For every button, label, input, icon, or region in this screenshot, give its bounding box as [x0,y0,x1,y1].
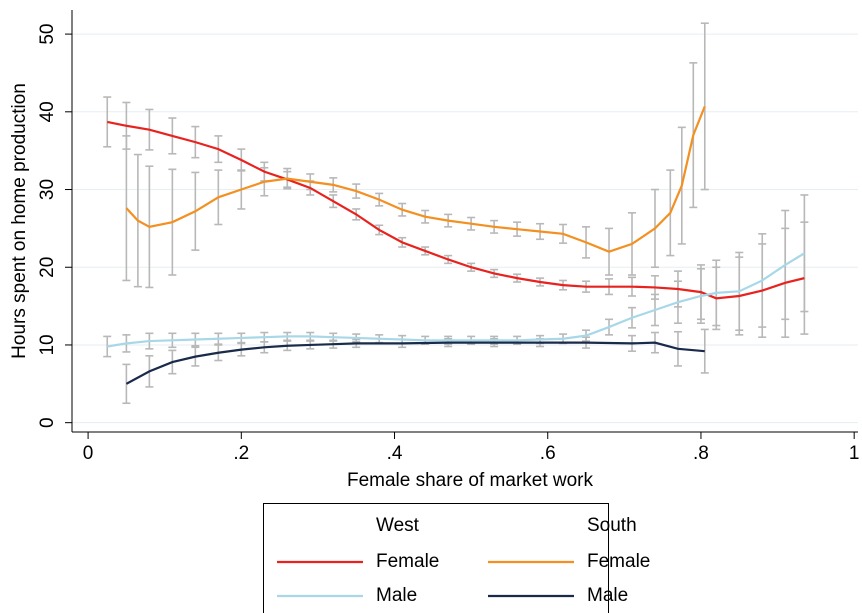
y-axis-title: Hours spent on home production [9,83,30,359]
series-line [107,120,805,300]
legend-label: Female [587,551,650,572]
legend-label: Female [376,551,439,572]
y-tick-label: 20 [37,257,58,278]
legend-header: South [587,515,637,536]
legend-box [263,503,609,613]
x-axis-title: Female share of market work [347,470,594,491]
series-line [125,105,706,253]
y-tick-label: 10 [37,334,58,355]
x-tick-label: 0 [83,443,94,464]
series-line [107,252,805,348]
series-line [125,341,705,385]
x-tick-label: .4 [387,443,403,464]
y-tick-label: 40 [37,101,58,122]
x-tick-label: .8 [693,443,709,464]
legend-header: West [376,515,420,536]
y-tick-label: 30 [37,179,58,200]
legend-label: Male [376,585,417,606]
x-tick-label: 1 [849,443,860,464]
legend-label: Male [587,585,628,606]
y-tick-label: 50 [37,24,58,45]
y-tick-label: 0 [37,417,58,428]
x-tick-label: .6 [540,443,556,464]
x-tick-label: .2 [233,443,249,464]
